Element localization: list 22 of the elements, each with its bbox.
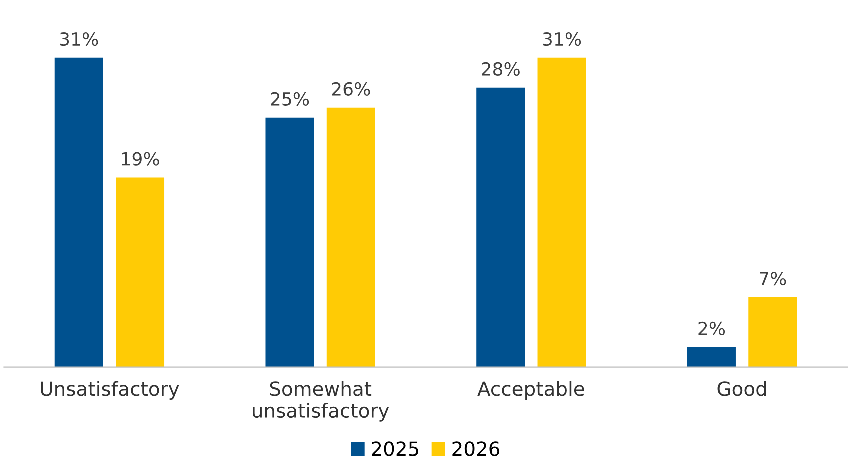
legend-label: 2025 — [372, 442, 418, 456]
bar — [54, 58, 104, 368]
bar — [266, 118, 314, 368]
data-label: 7% — [760, 272, 786, 286]
bar — [116, 178, 165, 368]
x-tick-label: Somewhat unsatisfactory — [253, 381, 390, 422]
data-label: 31% — [543, 32, 582, 46]
legend-label: 2026 — [452, 442, 500, 456]
bar — [687, 347, 736, 368]
x-tick-label: Good — [718, 381, 766, 396]
data-label: 26% — [332, 82, 370, 96]
bar — [748, 297, 798, 368]
x-tick-label: Unsatisfactory — [41, 381, 180, 400]
data-label: 19% — [122, 152, 160, 166]
bar — [538, 58, 586, 368]
bar — [326, 108, 376, 368]
data-label: 28% — [482, 62, 520, 76]
data-label: 31% — [60, 32, 98, 46]
data-label: 25% — [271, 92, 310, 106]
bar — [476, 88, 526, 368]
data-label: 2% — [698, 322, 726, 336]
x-tick-label: Acceptable — [478, 381, 584, 400]
